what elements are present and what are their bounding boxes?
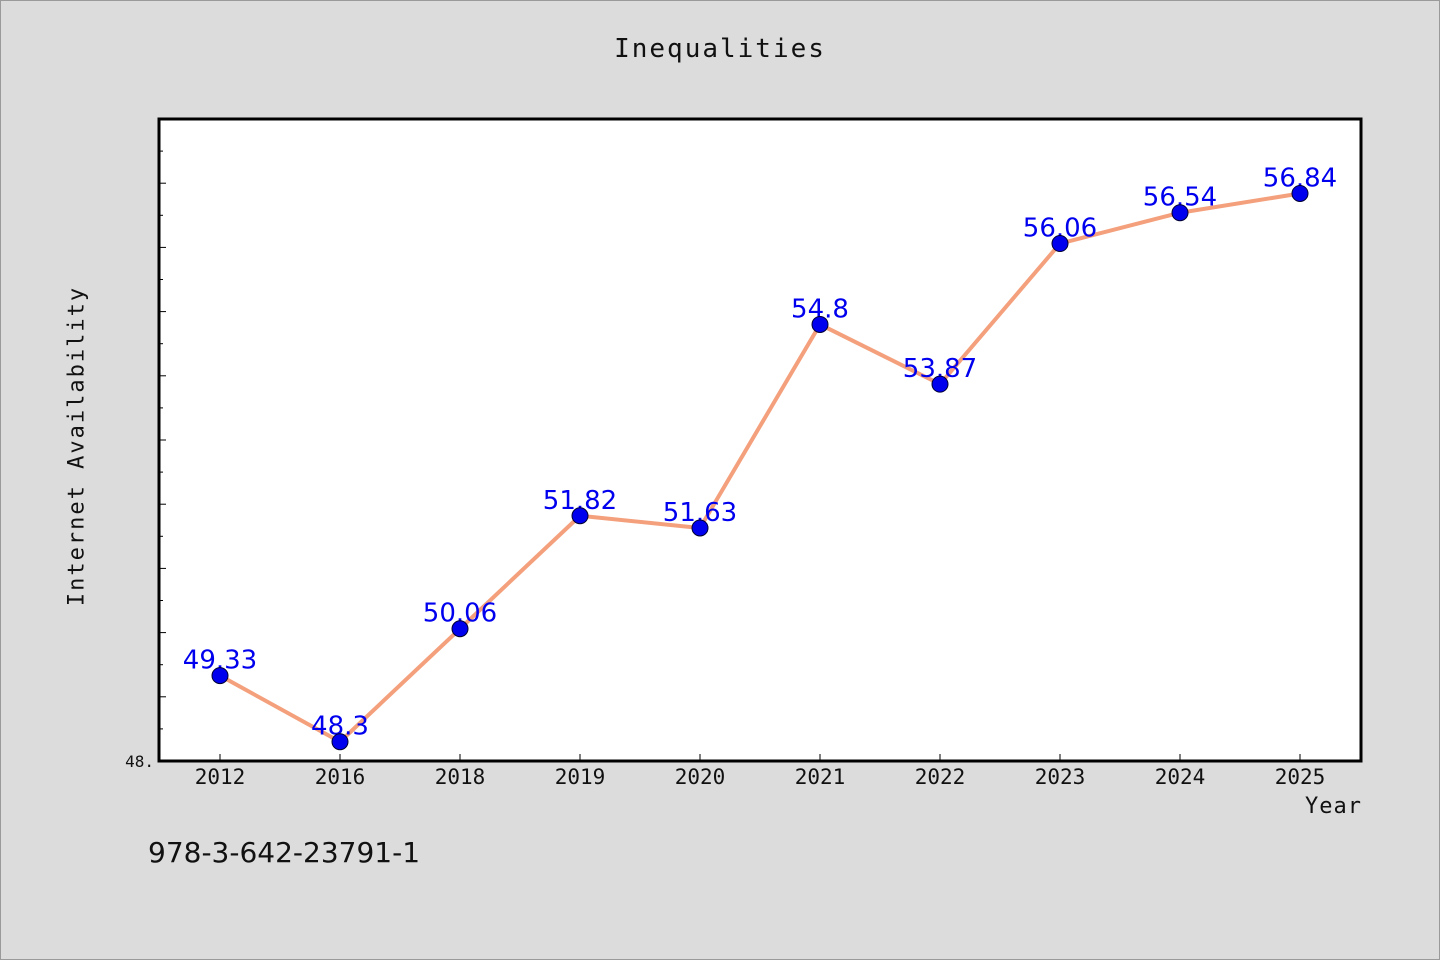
data-point [451,620,469,638]
data-point [1291,184,1309,202]
data-point [571,507,589,525]
data-point [1171,204,1189,222]
x-tick-label: 2016 [315,765,366,789]
x-tick-label: 2018 [435,765,486,789]
x-tick-label: 2024 [1155,765,1206,789]
x-axis-label: Year [1305,794,1362,819]
x-tick-label: 2012 [195,765,246,789]
x-tick-label: 2025 [1275,765,1326,789]
x-tick-label: 2020 [675,765,726,789]
data-point [211,667,229,685]
data-point [931,375,949,393]
y-tick-label: 48. [125,752,154,771]
x-tick-label: 2021 [795,765,846,789]
data-point [331,733,349,751]
plot-border [157,117,1363,763]
series-line [218,191,1302,744]
data-point [811,315,829,333]
data-point [691,519,709,537]
x-tick-label: 2022 [915,765,966,789]
chart-title: Inequalities [614,34,826,64]
footer-code: 978-3-642-23791-1 [148,836,421,869]
x-tick-label: 2019 [555,765,606,789]
x-tick-label: 2023 [1035,765,1086,789]
plot-area [159,119,1361,761]
data-point [1051,235,1069,253]
